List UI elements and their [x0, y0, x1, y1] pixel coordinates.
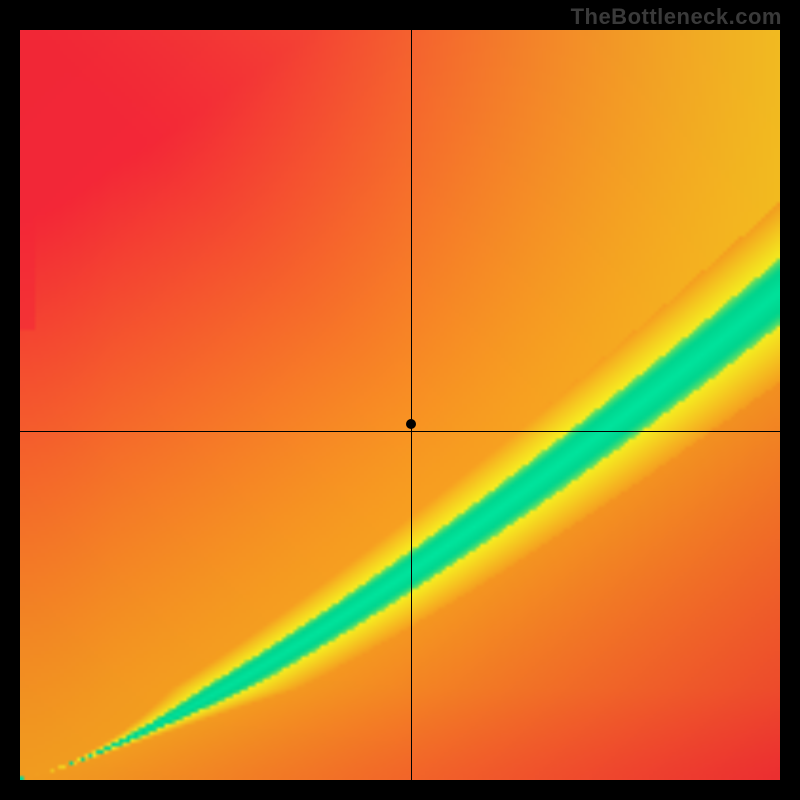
- crosshair-vertical: [411, 30, 412, 780]
- crosshair-horizontal: [20, 431, 780, 432]
- watermark-text: TheBottleneck.com: [571, 4, 782, 30]
- crosshair-marker: [406, 419, 416, 429]
- bottleneck-heatmap: [20, 30, 780, 780]
- plot-area: [20, 30, 780, 780]
